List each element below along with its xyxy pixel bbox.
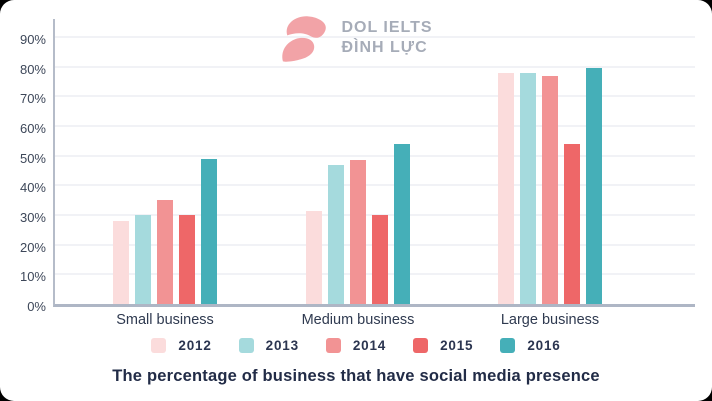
legend-swatch-2014 <box>325 338 341 353</box>
bar-2013-large-business <box>520 72 536 304</box>
bar-2016-large-business <box>586 68 602 304</box>
y-tick-label-30: 30% <box>19 209 46 225</box>
bar-2014-small-business <box>157 200 173 304</box>
legend-swatch-2013 <box>238 338 254 353</box>
bar-2012-medium-business <box>306 210 322 304</box>
legend-item-2014: 2014 <box>325 338 387 353</box>
legend-label-2016: 2016 <box>527 338 561 353</box>
gridline-60 <box>55 124 695 127</box>
legend-label-2013: 2013 <box>265 338 299 353</box>
y-tick-label-90: 90% <box>19 31 46 47</box>
bar-2015-small-business <box>179 215 195 304</box>
brand-logo-line1: DOL IELTS <box>341 19 433 36</box>
gridline-50 <box>55 154 695 157</box>
bar-2015-large-business <box>564 143 580 304</box>
y-tick-label-50: 50% <box>19 150 46 166</box>
bar-group-medium-business <box>298 143 418 304</box>
gridline-70 <box>55 95 695 98</box>
bar-2012-small-business <box>113 220 129 304</box>
legend-label-2014: 2014 <box>352 338 387 353</box>
legend-item-2015: 2015 <box>413 338 473 353</box>
bar-2016-medium-business <box>394 143 410 304</box>
y-tick-label-80: 80% <box>19 61 46 77</box>
y-tick-label-0: 0% <box>27 299 46 314</box>
bar-2013-medium-business <box>328 164 344 304</box>
category-label-medium-business: Medium business <box>301 312 415 328</box>
bar-2014-medium-business <box>350 160 366 304</box>
category-label-small-business: Small business <box>116 312 214 328</box>
bar-2013-small-business <box>135 215 151 304</box>
legend-label-2012: 2012 <box>178 338 212 353</box>
brand-logo: DOL IELTS ĐÌNH LỰC <box>279 12 432 64</box>
legend-swatch-2012 <box>151 338 167 353</box>
plot-area <box>53 19 695 307</box>
bar-2012-large-business <box>498 72 514 304</box>
chart-title: The percentage of business that have soc… <box>112 367 600 385</box>
y-tick-label-70: 70% <box>19 91 46 107</box>
bar-group-large-business <box>490 68 610 304</box>
gridline-40 <box>55 184 695 187</box>
chart-legend: 2012 2013 2014 2015 2016 <box>0 338 712 353</box>
legend-item-2012: 2012 <box>151 338 211 353</box>
bar-2015-medium-business <box>372 215 388 304</box>
category-label-large-business: Large business <box>500 312 600 328</box>
legend-label-2015: 2015 <box>440 338 474 353</box>
bar-2014-large-business <box>542 75 558 304</box>
brand-logo-icon <box>282 16 326 62</box>
bar-group-small-business <box>105 158 225 304</box>
y-tick-label-20: 20% <box>19 239 46 255</box>
legend-swatch-2016 <box>500 338 516 353</box>
y-tick-label-60: 60% <box>19 120 46 136</box>
gridline-90 <box>55 35 695 38</box>
legend-swatch-2015 <box>413 338 429 353</box>
y-tick-label-40: 40% <box>19 180 46 196</box>
brand-logo-line2: ĐÌNH LỰC <box>341 39 428 56</box>
y-tick-label-10: 10% <box>19 269 46 285</box>
legend-item-2013: 2013 <box>238 338 299 353</box>
gridline-80 <box>55 65 695 68</box>
brand-logo-text: DOL IELTS ĐÌNH LỰC <box>341 18 432 58</box>
legend-item-2016: 2016 <box>500 338 560 353</box>
bar-2016-small-business <box>201 158 217 304</box>
